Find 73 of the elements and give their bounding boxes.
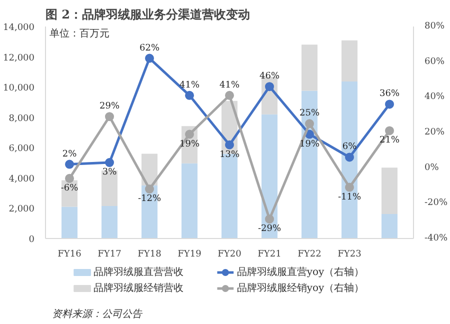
- bar: [382, 168, 398, 214]
- point: [65, 160, 74, 169]
- data-label: 46%: [260, 72, 280, 82]
- legend-label: 品牌羽绒服经销营收: [94, 282, 184, 294]
- bar: [382, 214, 398, 238]
- y-tick-label: 4,000: [8, 174, 35, 184]
- data-label: 36%: [380, 89, 400, 100]
- point: [385, 100, 394, 109]
- y2-tick-label: 80%: [424, 22, 445, 32]
- point: [225, 90, 234, 100]
- data-label: 21%: [380, 136, 400, 146]
- y-tick-label: 0: [28, 235, 35, 245]
- text: 资料来源：公司公告: [52, 308, 144, 320]
- data-label: -11%: [338, 192, 362, 202]
- x-tick-label: FY21: [258, 250, 282, 260]
- bar: [182, 163, 198, 238]
- x-tick-label: FY17: [98, 250, 122, 260]
- data-label: 6%: [342, 142, 358, 152]
- bar: [302, 44, 318, 91]
- y2-tick-label: 60%: [424, 56, 445, 67]
- data-label: 29%: [100, 102, 120, 112]
- y2-tick-label: 20%: [424, 128, 445, 138]
- bar: [102, 206, 118, 238]
- point: [145, 54, 154, 63]
- point: [265, 82, 274, 92]
- legend-label: 品牌羽绒服直营yoy（右轴）: [236, 266, 364, 278]
- point: [345, 182, 354, 192]
- y2-tick-label: 40%: [424, 92, 445, 102]
- point: [305, 119, 314, 128]
- annotation: 单位：百万元: [50, 28, 110, 40]
- data-label: 41%: [180, 80, 200, 90]
- point: [185, 90, 194, 100]
- legend-label: 品牌羽绒服经销yoy（右轴）: [236, 282, 364, 294]
- y-tick-label: 6,000: [8, 144, 35, 154]
- x-tick-label: FY20: [218, 250, 242, 260]
- data-label: 13%: [220, 150, 240, 160]
- data-label: -6%: [60, 183, 79, 194]
- data-label: 19%: [180, 139, 200, 150]
- data-label: 41%: [220, 80, 240, 90]
- point: [265, 214, 274, 224]
- data-label: 19%: [300, 139, 320, 150]
- y-tick-label: 8,000: [8, 114, 35, 124]
- data-label: 3%: [102, 168, 118, 178]
- data-label: 62%: [140, 43, 160, 54]
- data-label: -29%: [258, 224, 282, 234]
- y-tick-label: 14,000: [3, 23, 35, 33]
- data-label: 25%: [300, 108, 320, 119]
- y2-tick-label: 0%: [424, 162, 440, 173]
- bar: [342, 40, 358, 82]
- x-tick-label: FY18: [138, 250, 162, 260]
- point: [105, 158, 114, 168]
- x-tick-label: FY19: [178, 250, 202, 260]
- legend-label: 品牌羽绒服直营营收: [94, 266, 184, 278]
- y2-tick-label: -20%: [424, 198, 448, 208]
- y-tick-label: 12,000: [3, 53, 35, 64]
- bar: [302, 90, 318, 238]
- point: [145, 184, 154, 194]
- x-tick-label: FY16: [58, 250, 82, 260]
- chart-title: 图 2：品牌羽绒服业务分渠道营收变动: [46, 8, 250, 22]
- y2-tick-label: -40%: [424, 234, 448, 244]
- point: [345, 152, 354, 162]
- point: [105, 112, 114, 122]
- data-label: -12%: [138, 194, 162, 204]
- bar: [62, 206, 78, 238]
- y-tick-label: 2,000: [8, 204, 35, 215]
- point: [385, 126, 394, 136]
- data-label: 2%: [62, 149, 78, 160]
- point: [65, 174, 74, 183]
- x-tick-label: FY23: [338, 250, 362, 260]
- point: [225, 140, 234, 150]
- y-tick-label: 10,000: [3, 84, 35, 94]
- x-tick-label: FY22: [298, 250, 322, 260]
- point: [185, 130, 194, 139]
